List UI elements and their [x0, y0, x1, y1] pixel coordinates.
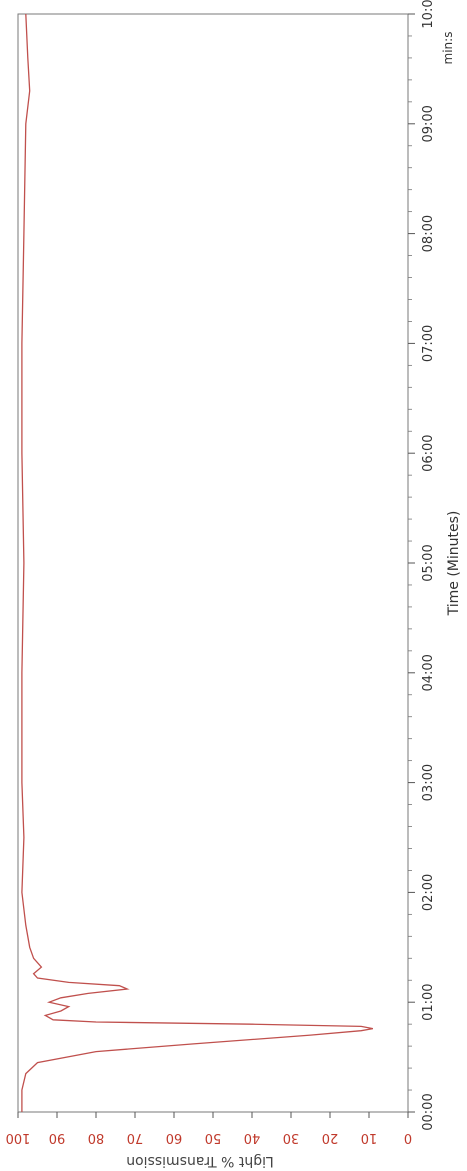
y-tick-label: 30: [283, 1130, 300, 1145]
x-tick-label: 09:00: [421, 105, 436, 142]
plot-frame: [17, 13, 409, 1113]
y-tick-label: 20: [322, 1130, 339, 1145]
x-axis-title: Time (Minutes): [446, 511, 462, 617]
x-tick-label: 00:00: [421, 1093, 436, 1130]
y-tick-label: 40: [244, 1130, 261, 1145]
series-line-transmission: [21, 13, 374, 1112]
x-tick-label: 05:00: [421, 544, 436, 581]
y-tick-label: 60: [166, 1130, 183, 1145]
x-tick-label: 10:0: [421, 0, 436, 29]
y-tick-label: 50: [205, 1130, 222, 1145]
x-tick-label: 06:00: [421, 434, 436, 471]
x-tick-label: 03:00: [421, 764, 436, 801]
y-tick-label: 90: [49, 1130, 66, 1145]
y-axis-title: Light % Transmission: [126, 1153, 274, 1169]
y-tick-label: 100: [6, 1130, 31, 1145]
x-tick-label: 02:00: [421, 874, 436, 911]
y-axis-ticks: 0 10 20 30 40 50 60 70 80 90 100: [6, 1112, 412, 1145]
y-tick-label: 0: [404, 1130, 412, 1145]
y-tick-label: 80: [88, 1130, 105, 1145]
x-axis-unit: min:s: [441, 32, 455, 65]
x-tick-label: 01:00: [421, 983, 436, 1020]
x-axis-ticks: 00:00 01:00 02:00 03:00 04:00 05:00 06:00 07:00…: [408, 0, 436, 1131]
y-tick-label: 70: [127, 1130, 144, 1145]
x-tick-label: 08:00: [421, 215, 436, 252]
x-tick-label: 04:00: [421, 654, 436, 691]
y-tick-label: 10: [361, 1130, 378, 1145]
x-tick-label: 07:00: [421, 325, 436, 362]
